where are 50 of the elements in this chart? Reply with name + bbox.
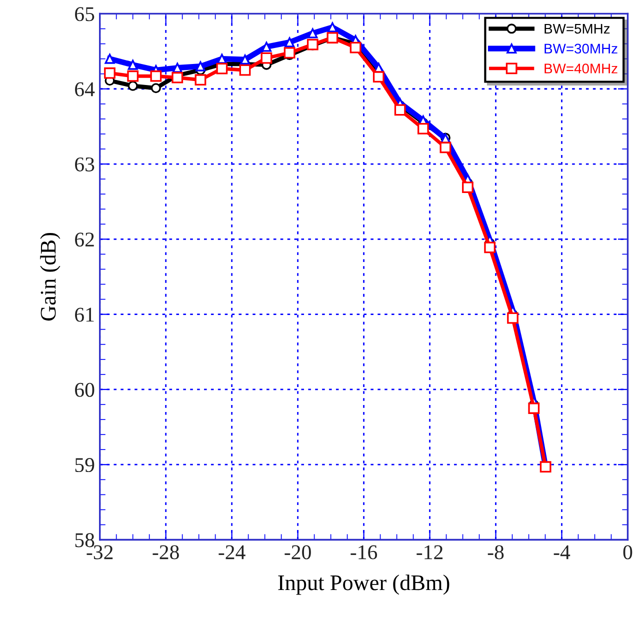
x-axis-title: Input Power (dBm) [278, 574, 450, 595]
point [128, 80, 138, 91]
point [308, 28, 318, 38]
y-tick-label: 59 [75, 458, 94, 472]
point [507, 312, 518, 324]
point [284, 37, 295, 48]
point [484, 242, 496, 254]
x-tick-label: -8 [488, 545, 504, 560]
y-axis-title: Gain (dB) [40, 232, 60, 321]
point [172, 62, 182, 73]
point [284, 47, 296, 58]
legend-label: BW=40MHz [544, 64, 618, 74]
point [150, 83, 161, 94]
point [350, 42, 362, 54]
x-tick-label: -4 [554, 545, 570, 560]
x-tick-label: -20 [284, 545, 311, 560]
point [128, 60, 138, 70]
point [462, 182, 474, 194]
point [239, 64, 251, 76]
point [240, 54, 250, 65]
point [150, 70, 162, 82]
x-tick-label: -16 [350, 545, 378, 560]
point [194, 74, 206, 86]
y-tick-label: 64 [75, 82, 95, 96]
y-tick-label: 61 [75, 308, 94, 322]
y-tick-label: 60 [75, 382, 94, 397]
point [394, 104, 406, 116]
x-tick-label: -12 [416, 545, 443, 560]
point [127, 70, 139, 82]
point [327, 22, 338, 32]
y-tick-label: 62 [75, 232, 94, 247]
point [260, 52, 272, 64]
point [417, 123, 429, 134]
point [440, 142, 452, 154]
legend-label: BW=30MHz [544, 44, 618, 54]
x-tick-label: -24 [218, 545, 246, 560]
y-tick-label: 58 [75, 533, 94, 548]
point [104, 67, 116, 79]
point [372, 71, 384, 83]
point [528, 402, 540, 414]
point [195, 61, 206, 72]
y-tick-label: 65 [75, 7, 94, 22]
legend-label: BW=5MHz [544, 24, 610, 34]
point [216, 62, 228, 74]
x-tick-label: -32 [86, 545, 113, 560]
x-tick-label: -28 [152, 545, 179, 560]
x-tick-label: 0 [623, 545, 632, 560]
point [104, 54, 115, 64]
y-tick-label: 63 [75, 157, 94, 172]
point [172, 72, 184, 84]
